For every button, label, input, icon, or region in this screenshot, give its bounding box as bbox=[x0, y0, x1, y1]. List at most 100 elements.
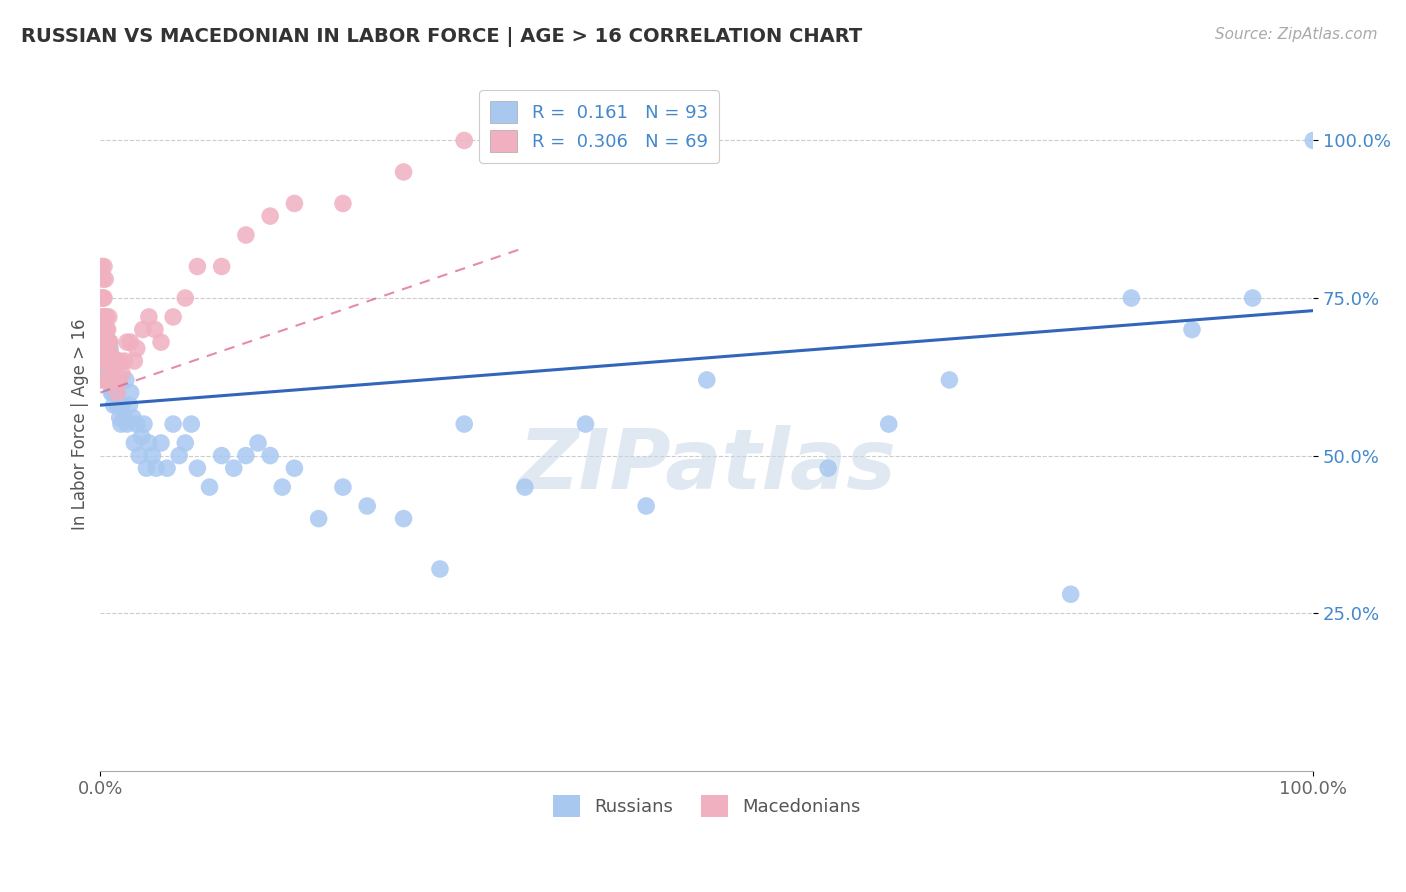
Point bbox=[211, 449, 233, 463]
Point bbox=[453, 417, 475, 431]
Point bbox=[97, 360, 120, 375]
Point bbox=[93, 335, 115, 350]
Point bbox=[513, 480, 536, 494]
Point bbox=[97, 322, 120, 336]
Point bbox=[143, 322, 166, 336]
Point bbox=[125, 417, 148, 431]
Point bbox=[90, 373, 112, 387]
Point bbox=[94, 373, 117, 387]
Point bbox=[120, 385, 142, 400]
Point bbox=[98, 335, 121, 350]
Point bbox=[100, 348, 122, 362]
Point bbox=[162, 417, 184, 431]
Y-axis label: In Labor Force | Age > 16: In Labor Force | Age > 16 bbox=[72, 318, 89, 530]
Point bbox=[91, 354, 114, 368]
Point bbox=[108, 410, 131, 425]
Point bbox=[96, 322, 118, 336]
Point bbox=[97, 354, 120, 368]
Point bbox=[91, 322, 114, 336]
Point bbox=[167, 449, 190, 463]
Point bbox=[91, 335, 114, 350]
Point bbox=[938, 373, 960, 387]
Point bbox=[141, 449, 163, 463]
Point bbox=[90, 310, 112, 324]
Point bbox=[100, 367, 122, 381]
Point bbox=[1121, 291, 1143, 305]
Point bbox=[817, 461, 839, 475]
Point bbox=[94, 348, 117, 362]
Point bbox=[118, 398, 141, 412]
Point bbox=[186, 260, 208, 274]
Point bbox=[105, 398, 128, 412]
Point bbox=[105, 354, 128, 368]
Point bbox=[91, 354, 114, 368]
Point bbox=[103, 398, 125, 412]
Point bbox=[103, 373, 125, 387]
Point bbox=[97, 310, 120, 324]
Point bbox=[94, 354, 117, 368]
Point bbox=[90, 342, 112, 356]
Point bbox=[114, 373, 136, 387]
Point bbox=[283, 196, 305, 211]
Point bbox=[97, 373, 120, 387]
Point bbox=[90, 260, 112, 274]
Point bbox=[108, 354, 131, 368]
Point bbox=[97, 335, 120, 350]
Point bbox=[247, 436, 270, 450]
Point bbox=[235, 227, 257, 242]
Point bbox=[91, 322, 114, 336]
Point bbox=[94, 342, 117, 356]
Point bbox=[132, 417, 155, 431]
Point bbox=[150, 335, 173, 350]
Point bbox=[122, 410, 145, 425]
Point bbox=[308, 511, 330, 525]
Point bbox=[115, 417, 138, 431]
Point bbox=[105, 385, 128, 400]
Point bbox=[96, 367, 118, 381]
Point bbox=[150, 436, 173, 450]
Point bbox=[96, 335, 118, 350]
Point bbox=[131, 430, 153, 444]
Point bbox=[91, 291, 114, 305]
Point bbox=[1181, 322, 1204, 336]
Point bbox=[429, 562, 451, 576]
Point bbox=[97, 335, 120, 350]
Point bbox=[1302, 133, 1324, 147]
Point bbox=[98, 373, 121, 387]
Point bbox=[259, 449, 281, 463]
Point bbox=[94, 354, 117, 368]
Point bbox=[120, 335, 142, 350]
Point bbox=[332, 196, 354, 211]
Point bbox=[111, 398, 134, 412]
Point bbox=[97, 373, 120, 387]
Point bbox=[97, 335, 120, 350]
Point bbox=[138, 310, 160, 324]
Point bbox=[96, 310, 118, 324]
Point bbox=[97, 373, 120, 387]
Point bbox=[94, 310, 117, 324]
Point bbox=[145, 461, 167, 475]
Point bbox=[104, 373, 127, 387]
Point bbox=[93, 348, 115, 362]
Point bbox=[91, 310, 114, 324]
Point bbox=[174, 291, 197, 305]
Point bbox=[180, 417, 202, 431]
Point bbox=[235, 449, 257, 463]
Point bbox=[93, 322, 115, 336]
Point bbox=[156, 461, 179, 475]
Point bbox=[98, 354, 121, 368]
Point bbox=[93, 310, 115, 324]
Point bbox=[101, 385, 124, 400]
Point bbox=[111, 367, 134, 381]
Point bbox=[101, 373, 124, 387]
Point bbox=[107, 373, 129, 387]
Point bbox=[356, 499, 378, 513]
Point bbox=[392, 165, 415, 179]
Point bbox=[93, 291, 115, 305]
Point bbox=[105, 385, 128, 400]
Point bbox=[93, 260, 115, 274]
Point bbox=[96, 360, 118, 375]
Point bbox=[93, 335, 115, 350]
Point bbox=[93, 322, 115, 336]
Point bbox=[128, 449, 150, 463]
